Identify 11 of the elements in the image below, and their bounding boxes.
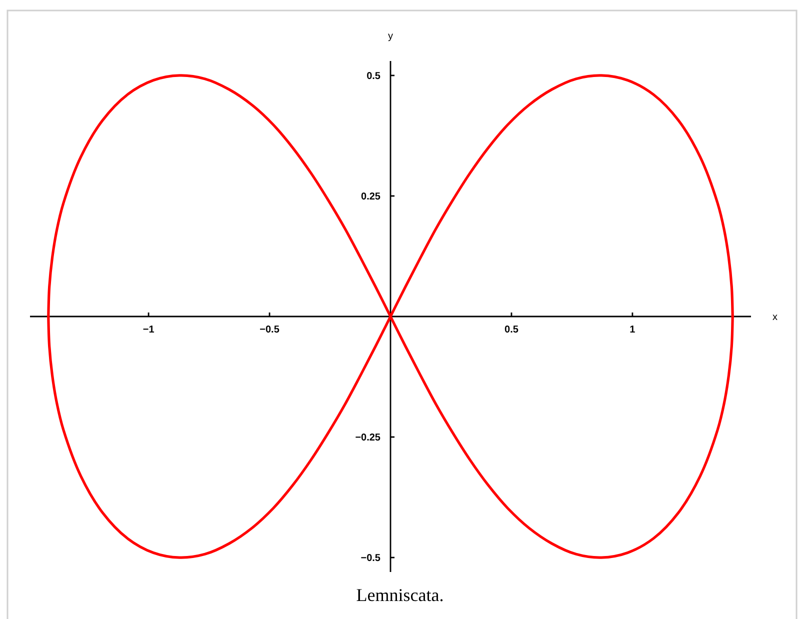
x-axis-title: x	[772, 312, 778, 323]
y-tick-label: −0.25	[355, 432, 381, 444]
x-tick-label: 1	[630, 324, 636, 336]
x-tick-label: 0.5	[504, 324, 519, 336]
x-tick-label: −1	[142, 324, 155, 336]
y-tick-label: 0.5	[366, 70, 381, 82]
y-tick-label: −0.5	[360, 553, 381, 564]
y-axis-title: y	[388, 31, 393, 42]
x-tick-label: −0.5	[260, 324, 280, 336]
y-tick-label: 0.25	[361, 191, 381, 202]
text: Lemniscata.	[356, 585, 444, 605]
